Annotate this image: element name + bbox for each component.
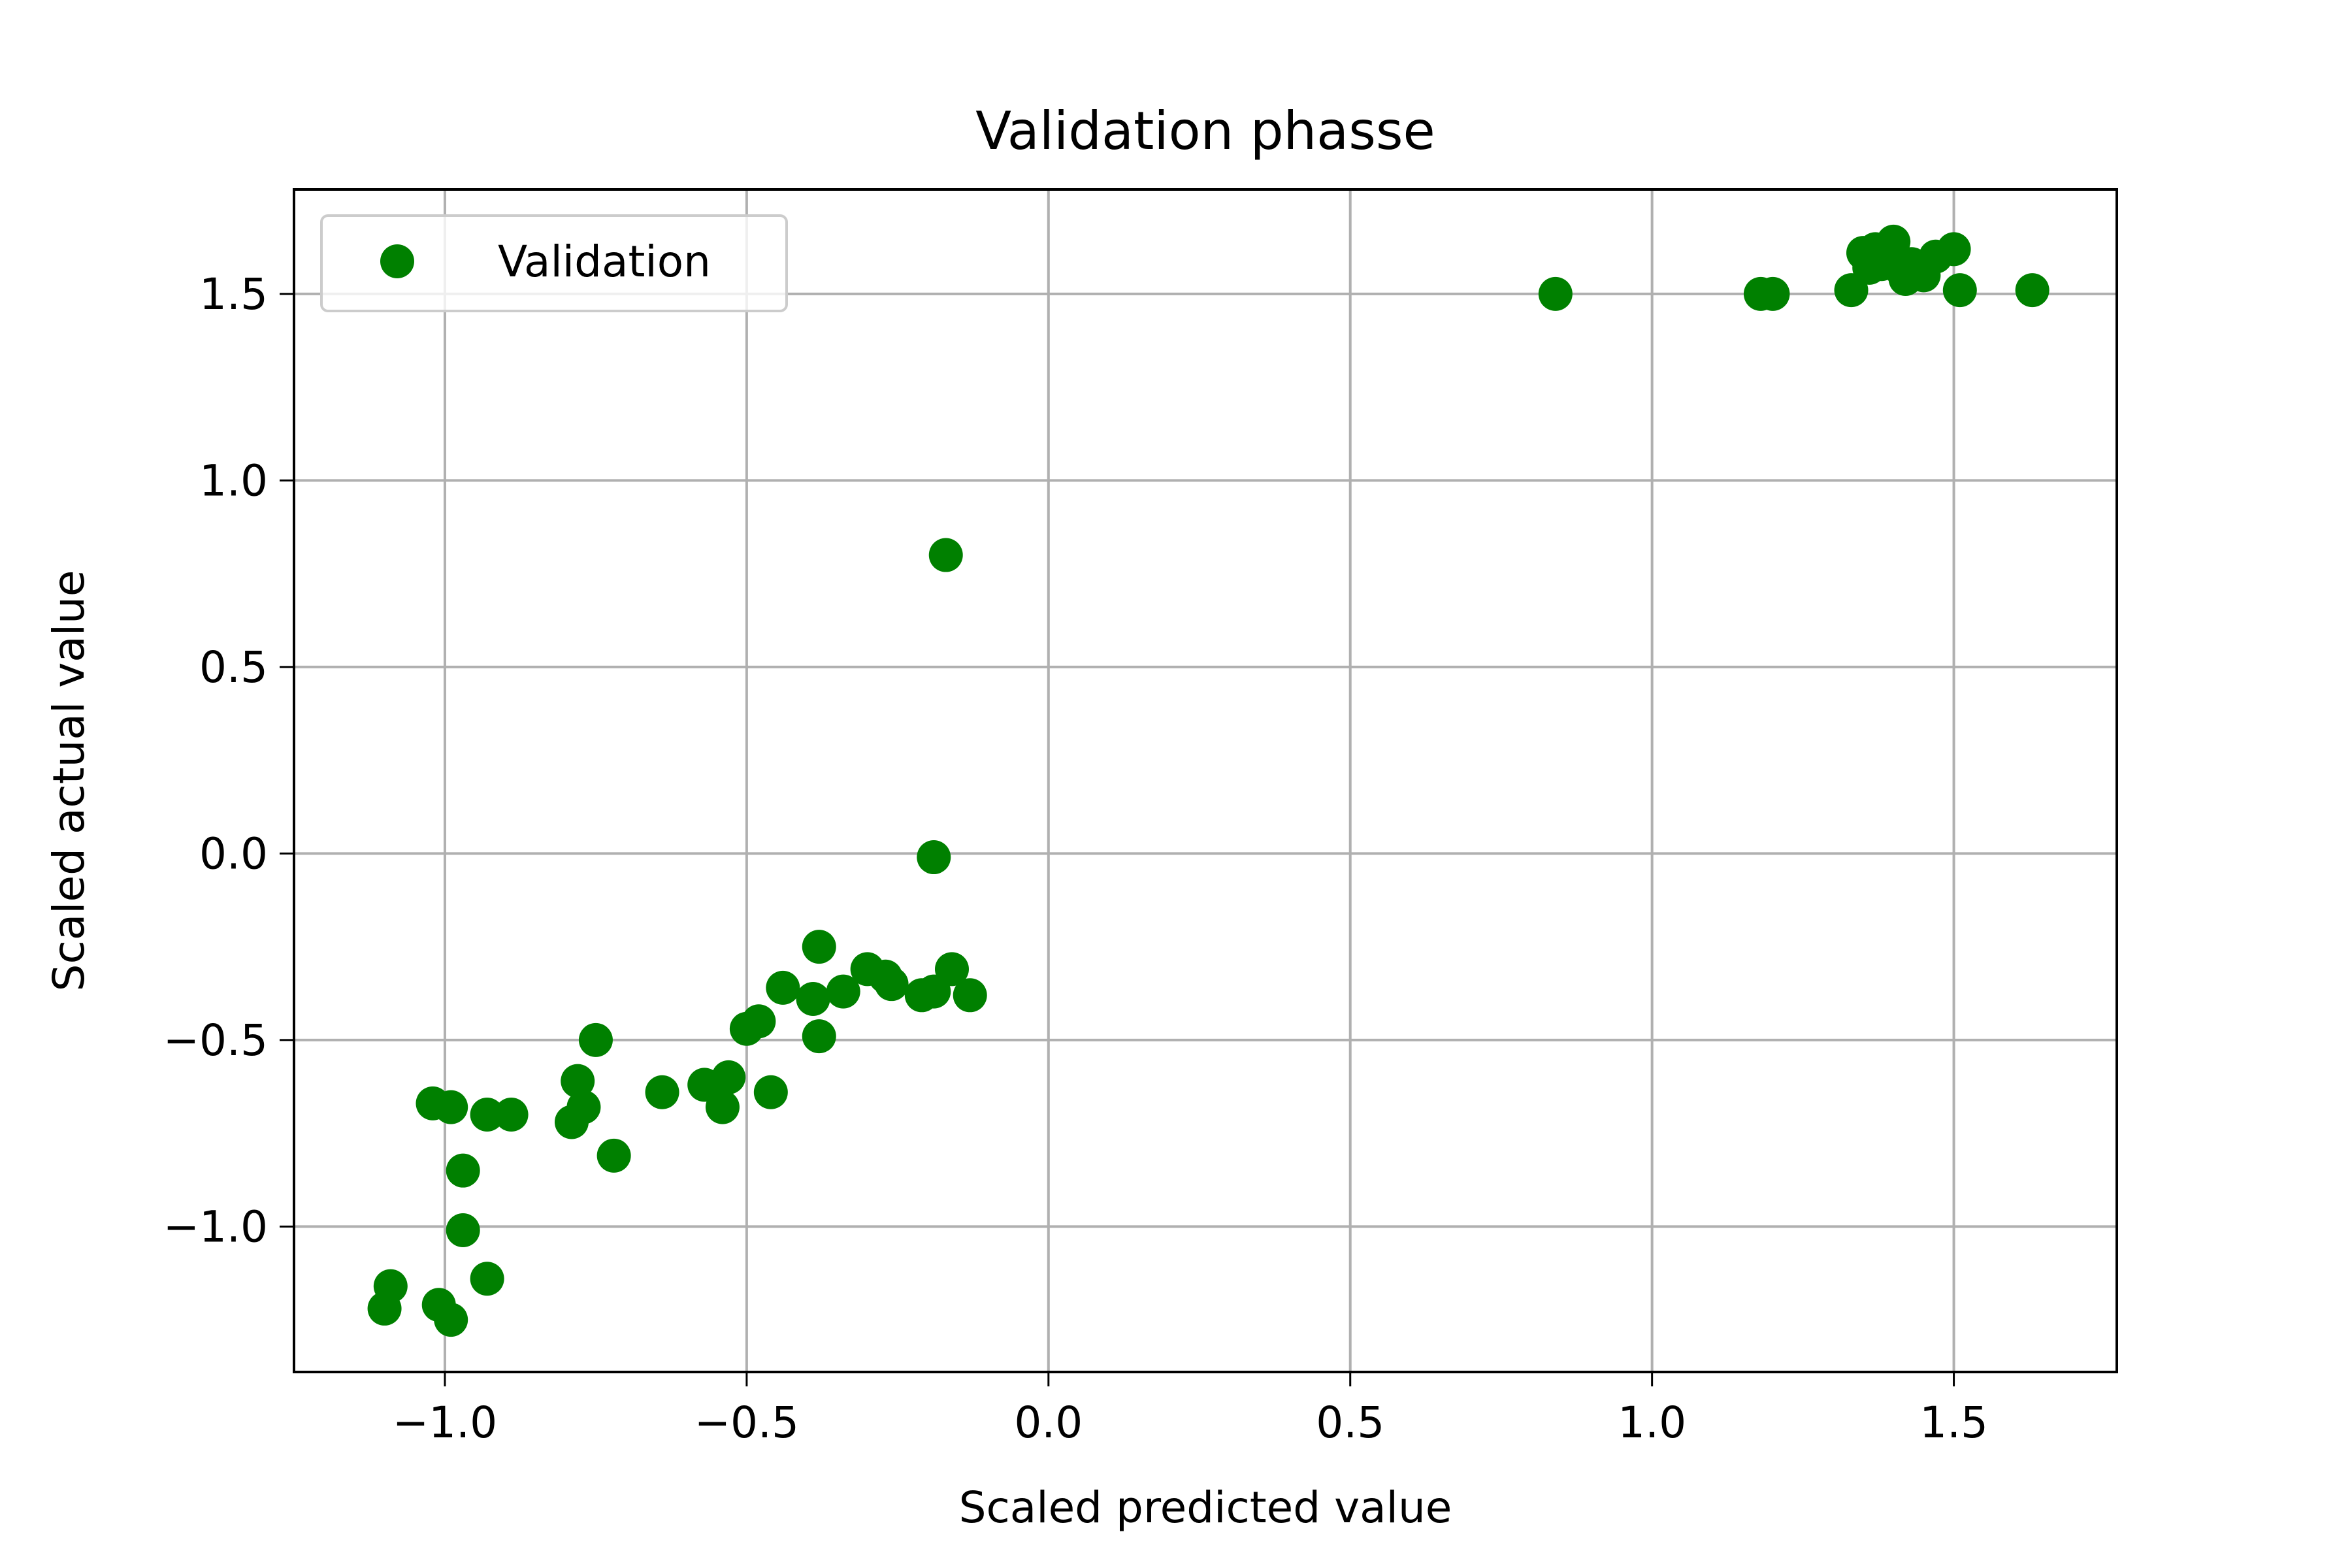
data-point: [446, 1153, 480, 1188]
x-tick-label: 0.5: [1316, 1397, 1384, 1448]
data-point: [1936, 232, 1971, 267]
data-point: [2015, 273, 2050, 308]
x-tick-label: −1.0: [393, 1397, 497, 1448]
tick-layer: −1.0 −0.5 0.0 0.5 1.0 1.5 −1.0 −0.5 0.0 0.5 1.0 1.5: [163, 269, 1988, 1448]
data-point: [753, 1075, 788, 1109]
data-point: [742, 1004, 776, 1039]
data-point: [470, 1262, 504, 1296]
legend-marker: [380, 244, 414, 278]
x-tick-label: 0.0: [1014, 1397, 1083, 1448]
y-axis-label: Scaled actual value: [44, 570, 94, 992]
data-point: [1538, 276, 1573, 311]
y-tick-label: 1.5: [199, 269, 268, 319]
y-tick-label: 1.0: [199, 455, 268, 506]
y-tick-label: 0.5: [199, 642, 268, 693]
data-point: [578, 1022, 613, 1057]
data-point: [934, 952, 969, 987]
data-point: [566, 1090, 601, 1124]
x-tick-label: 1.0: [1618, 1397, 1686, 1448]
legend: Validation: [320, 214, 788, 312]
data-point: [645, 1075, 679, 1109]
data-point: [826, 974, 860, 1009]
data-point: [1756, 276, 1790, 311]
x-tick-label: −0.5: [694, 1397, 799, 1448]
legend-box: [320, 214, 788, 312]
plot-area-background: [294, 189, 2117, 1372]
data-point: [596, 1138, 631, 1173]
data-point: [796, 982, 830, 1017]
data-point: [434, 1303, 468, 1337]
data-point: [766, 970, 800, 1005]
data-point: [928, 538, 963, 572]
data-point: [1942, 273, 1977, 308]
x-axis-label: Scaled predicted value: [959, 1482, 1452, 1533]
data-point: [917, 840, 951, 875]
data-point: [705, 1090, 740, 1124]
data-point: [874, 967, 909, 1002]
data-points-layer: [367, 224, 2050, 1337]
data-point: [373, 1269, 408, 1303]
data-point: [434, 1090, 468, 1124]
plot-frame: [293, 188, 2118, 1373]
y-tick-label: 0.0: [199, 828, 268, 879]
data-point: [711, 1060, 746, 1094]
x-tick-label: 1.5: [1919, 1397, 1988, 1448]
data-point: [953, 978, 987, 1013]
chart-title: Validation phasse: [975, 101, 1435, 161]
data-point: [802, 930, 836, 964]
legend-entry-validation: Validation: [498, 237, 711, 287]
data-point: [802, 1019, 836, 1054]
data-point: [561, 1064, 595, 1098]
data-point: [446, 1213, 480, 1248]
data-point: [470, 1098, 504, 1132]
data-point: [494, 1098, 529, 1132]
y-tick-label: −1.0: [163, 1201, 268, 1252]
y-tick-label: −0.5: [163, 1015, 268, 1066]
